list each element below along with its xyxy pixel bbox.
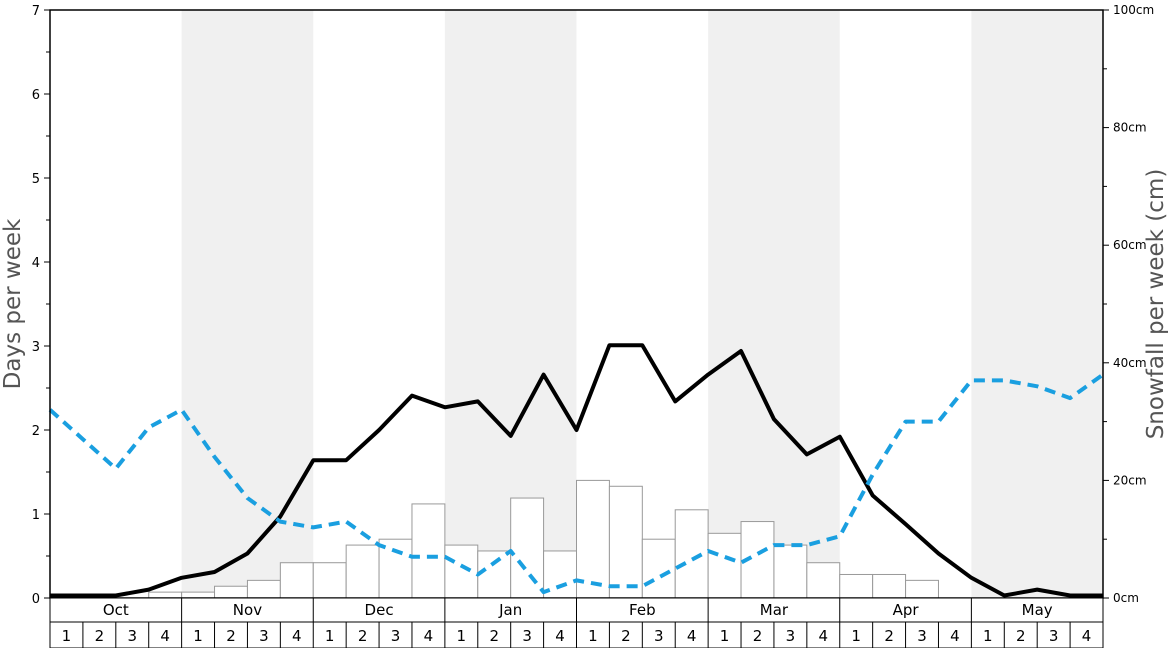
snowfall-bar <box>246 579 281 599</box>
right-tick-label: 60cm <box>1113 238 1147 252</box>
week-label: 2 <box>884 627 894 645</box>
left-tick-label: 7 <box>32 4 40 19</box>
snowfall-bar <box>641 538 676 599</box>
left-tick-label: 6 <box>32 88 40 103</box>
week-label: 2 <box>621 627 631 645</box>
month-label: May <box>1022 601 1053 619</box>
week-label: 3 <box>786 627 796 645</box>
week-row: 1 2 3 4 1 2 3 4 1 2 3 4 1 2 3 4 1 2 3 4 1 2 3 4 1 2 3 4 1 2 3 4 <box>49 621 1104 648</box>
left-tick-label: 1 <box>32 508 40 523</box>
month-shade-may <box>971 10 1103 598</box>
week-label: 4 <box>950 627 960 645</box>
snowfall-bar <box>510 497 545 599</box>
snowfall-bar <box>444 544 479 599</box>
week-label: 1 <box>193 627 203 645</box>
week-label: 2 <box>753 627 763 645</box>
snowfall-bar <box>411 503 446 599</box>
week-label: 2 <box>226 627 236 645</box>
week-label: 2 <box>489 627 499 645</box>
line-series <box>48 343 1105 598</box>
left-tick-label: 3 <box>32 340 40 355</box>
week-label: 3 <box>654 627 664 645</box>
month-shading <box>181 10 1103 598</box>
snowfall-bar <box>872 573 907 599</box>
snowfall-bar <box>312 562 347 599</box>
left-axis-title: Days per week <box>0 218 26 389</box>
month-label: Apr <box>893 601 920 619</box>
week-label: 4 <box>555 627 565 645</box>
week-label: 4 <box>424 627 434 645</box>
week-label: 4 <box>1082 627 1092 645</box>
week-label: 4 <box>819 627 829 645</box>
right-tick-label: 20cm <box>1113 473 1147 487</box>
snowfall-bar <box>279 562 314 599</box>
right-tick-label: 80cm <box>1113 121 1147 135</box>
week-label: 1 <box>62 627 72 645</box>
snowfall-bar <box>839 573 874 599</box>
snowfall-bar <box>707 532 742 599</box>
snowfall-bar <box>905 579 939 599</box>
snowfall-bar <box>608 485 643 599</box>
solid-line-series <box>50 343 1103 598</box>
week-label: 1 <box>588 627 598 645</box>
right-axis-title: Snowfall per week (cm) <box>1143 169 1168 440</box>
snowfall-bar <box>576 479 610 599</box>
week-label: 2 <box>95 627 105 645</box>
month-label: Jan <box>498 601 522 619</box>
week-label: 4 <box>687 627 697 645</box>
snowfall-bar <box>477 550 512 599</box>
left-tick-label: 5 <box>32 172 40 187</box>
month-label: Dec <box>365 601 394 619</box>
left-tick-label: 0 <box>32 592 40 607</box>
snowfall-bar <box>148 591 183 599</box>
week-label: 2 <box>1016 627 1026 645</box>
week-label: 2 <box>358 627 368 645</box>
week-label: 4 <box>160 627 170 645</box>
snowfall-bar <box>674 509 709 599</box>
week-label: 1 <box>720 627 730 645</box>
snowfall-bar <box>181 591 216 599</box>
week-label: 3 <box>259 627 269 645</box>
snowfall-bars <box>148 479 939 599</box>
snowfall-bar <box>806 562 841 599</box>
snowfall-bar <box>214 585 248 599</box>
month-label: Nov <box>233 601 262 619</box>
left-axis-ticks: 0 1 2 3 4 5 6 7 <box>32 4 50 607</box>
month-row: Oct Nov Dec Jan Feb Mar Apr May <box>49 597 1104 623</box>
week-label: 1 <box>851 627 861 645</box>
week-label: 1 <box>983 627 993 645</box>
right-tick-label: 40cm <box>1113 356 1147 370</box>
week-label: 4 <box>292 627 302 645</box>
month-label: Feb <box>629 601 656 619</box>
week-label: 3 <box>127 627 137 645</box>
month-shade-mar <box>708 10 840 598</box>
dashed-line-series <box>48 372 1105 595</box>
right-tick-label: 100cm <box>1113 3 1154 17</box>
week-label: 3 <box>391 627 401 645</box>
month-shade-nov <box>181 10 314 598</box>
month-label: Mar <box>760 601 789 619</box>
right-tick-label: 0cm <box>1113 591 1139 605</box>
month-label: Oct <box>103 601 129 619</box>
week-label: 3 <box>917 627 927 645</box>
right-axis-ticks: 0cm 20cm 40cm 60cm 80cm 100cm <box>1103 3 1154 605</box>
snowfall-bar <box>773 544 808 599</box>
week-label: 3 <box>522 627 532 645</box>
week-label: 1 <box>457 627 467 645</box>
left-tick-label: 4 <box>32 256 40 271</box>
snowfall-bar <box>345 544 380 599</box>
left-tick-label: 2 <box>32 424 40 439</box>
week-label: 1 <box>325 627 335 645</box>
week-label: 3 <box>1049 627 1059 645</box>
